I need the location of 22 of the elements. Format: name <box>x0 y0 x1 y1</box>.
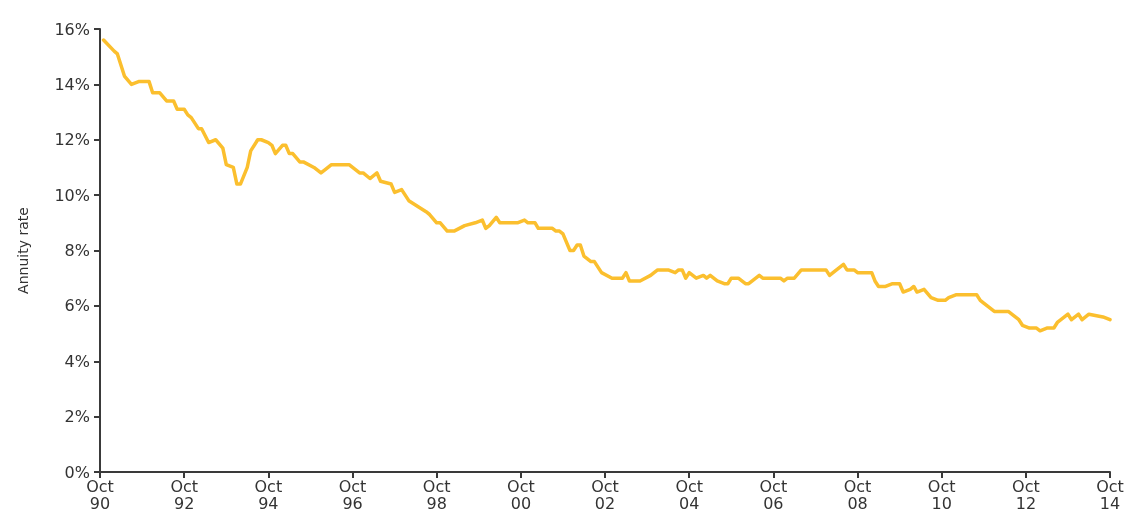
x-tick-label: Oct 14 <box>1096 477 1124 513</box>
x-tick-label: Oct 12 <box>1012 477 1040 513</box>
x-tick-label: Oct 10 <box>927 477 956 513</box>
x-tick-label: Oct 04 <box>675 477 704 513</box>
x-tick-label: Oct 94 <box>254 477 283 513</box>
line-series <box>101 38 1112 333</box>
x-tick-label: Oct 08 <box>843 477 872 513</box>
y-tick-label: 4% <box>64 351 90 371</box>
y-tick-label: 12% <box>54 130 90 150</box>
y-tick-label: 16% <box>54 19 90 39</box>
x-tick-label: Oct 06 <box>759 477 788 513</box>
y-tick-label: 10% <box>54 185 90 205</box>
x-tick-label: Oct 92 <box>170 477 199 513</box>
x-tick-label: Oct 96 <box>338 477 367 513</box>
y-tick-label: 6% <box>64 296 90 316</box>
x-tick-label: Oct 00 <box>507 477 535 513</box>
x-tick-label: Oct 02 <box>591 477 619 513</box>
x-tick-label: Oct 98 <box>422 477 451 513</box>
y-tick-label: 8% <box>64 241 90 260</box>
y-tick-label: 14% <box>54 74 90 94</box>
y-tick-label: 2% <box>64 407 90 427</box>
y-axis-title: Annuity rate <box>15 207 31 294</box>
